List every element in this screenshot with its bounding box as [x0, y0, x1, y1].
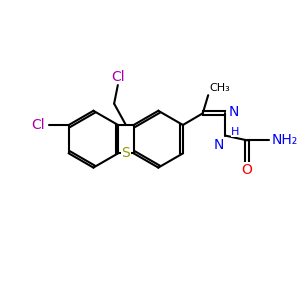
Text: S: S — [122, 146, 130, 161]
Text: H: H — [231, 127, 239, 137]
Text: N: N — [213, 138, 224, 152]
Text: Cl: Cl — [32, 118, 45, 132]
Text: O: O — [242, 163, 253, 177]
Text: NH₂: NH₂ — [272, 134, 298, 147]
Text: Cl: Cl — [111, 70, 125, 84]
Text: N: N — [228, 105, 239, 119]
Text: CH₃: CH₃ — [209, 83, 230, 93]
